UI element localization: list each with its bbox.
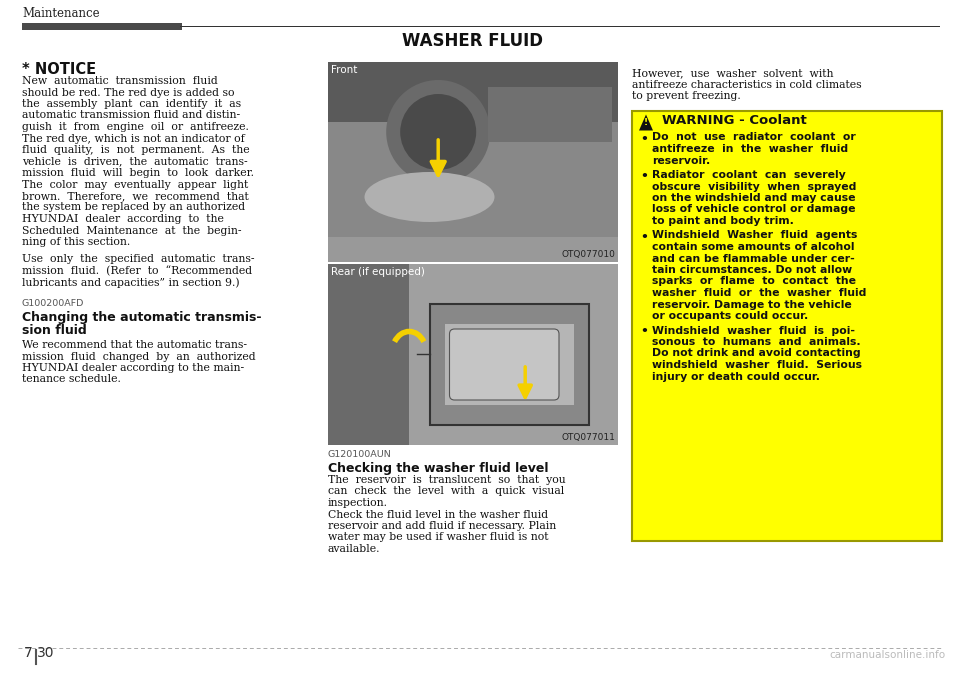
Text: sonous  to  humans  and  animals.: sonous to humans and animals.: [652, 337, 860, 347]
Text: brown.  Therefore,  we  recommend  that: brown. Therefore, we recommend that: [22, 191, 249, 201]
Text: obscure  visibility  when  sprayed: obscure visibility when sprayed: [652, 181, 856, 192]
Text: •: •: [640, 231, 648, 243]
Bar: [328, 62, 618, 262]
Text: The  color  may  eventually  appear  light: The color may eventually appear light: [22, 180, 249, 189]
Bar: [488, 87, 612, 142]
Text: •: •: [640, 170, 648, 183]
Text: vehicle  is  driven,  the  automatic  trans-: vehicle is driven, the automatic trans-: [22, 156, 248, 167]
Ellipse shape: [365, 172, 494, 222]
Text: G100200AFD: G100200AFD: [22, 299, 84, 308]
Text: New  automatic  transmission  fluid: New automatic transmission fluid: [22, 76, 218, 86]
Text: OTQ077011: OTQ077011: [562, 433, 615, 442]
Text: reservoir and add fluid if necessary. Plain: reservoir and add fluid if necessary. Pl…: [328, 521, 556, 531]
Text: sparks  or  flame  to  contact  the: sparks or flame to contact the: [652, 276, 856, 287]
Text: lubricants and capacities” in section 9.): lubricants and capacities” in section 9.…: [22, 278, 240, 288]
Text: 30: 30: [37, 646, 55, 660]
Polygon shape: [639, 114, 653, 130]
Text: water may be used if washer fluid is not: water may be used if washer fluid is not: [328, 533, 548, 542]
Text: The  reservoir  is  translucent  so  that  you: The reservoir is translucent so that you: [328, 475, 565, 485]
Text: Windshield  washer  fluid  is  poi-: Windshield washer fluid is poi-: [652, 325, 855, 336]
Bar: [444, 324, 574, 405]
Text: Front: Front: [331, 65, 357, 75]
Text: the  assembly  plant  can  identify  it  as: the assembly plant can identify it as: [22, 99, 241, 109]
Bar: [429, 304, 589, 425]
Text: on the windshield and may cause: on the windshield and may cause: [652, 193, 855, 203]
Text: mission  fluid.  (Refer  to  “Recommended: mission fluid. (Refer to “Recommended: [22, 266, 252, 276]
Text: Do not drink and avoid contacting: Do not drink and avoid contacting: [652, 349, 860, 358]
Text: HYUNDAI dealer according to the main-: HYUNDAI dealer according to the main-: [22, 363, 244, 373]
Text: Windshield  Washer  fluid  agents: Windshield Washer fluid agents: [652, 231, 857, 240]
FancyBboxPatch shape: [449, 329, 559, 400]
Text: fluid  quality,  is  not  permanent.  As  the: fluid quality, is not permanent. As the: [22, 145, 250, 155]
Bar: [328, 264, 409, 445]
Text: WASHER FLUID: WASHER FLUID: [402, 32, 543, 50]
Text: available.: available.: [328, 544, 380, 554]
Text: Check the fluid level in the washer fluid: Check the fluid level in the washer flui…: [328, 509, 548, 520]
Text: contain some amounts of alcohol: contain some amounts of alcohol: [652, 242, 854, 252]
Text: ning of this section.: ning of this section.: [22, 237, 131, 247]
Text: tain circumstances. Do not allow: tain circumstances. Do not allow: [652, 265, 852, 275]
Text: antifreeze  in  the  washer  fluid: antifreeze in the washer fluid: [652, 144, 848, 154]
Text: reservoir.: reservoir.: [652, 156, 710, 165]
Text: However,  use  washer  solvent  with: However, use washer solvent with: [632, 68, 833, 78]
Text: The red dye, which is not an indicator of: The red dye, which is not an indicator o…: [22, 134, 245, 143]
Text: We recommend that the automatic trans-: We recommend that the automatic trans-: [22, 340, 247, 350]
Text: injury or death could occur.: injury or death could occur.: [652, 371, 820, 382]
Text: G120100AUN: G120100AUN: [328, 450, 392, 459]
Bar: [328, 264, 618, 445]
Circle shape: [400, 94, 476, 170]
Text: carmanualsonline.info: carmanualsonline.info: [828, 650, 945, 660]
Text: * NOTICE: * NOTICE: [22, 62, 96, 77]
Text: WARNING - Coolant: WARNING - Coolant: [662, 114, 806, 127]
Bar: [632, 110, 942, 540]
Text: should be red. The red dye is added so: should be red. The red dye is added so: [22, 88, 234, 98]
Text: automatic transmission fluid and distin-: automatic transmission fluid and distin-: [22, 110, 240, 121]
Text: •: •: [640, 132, 648, 145]
Text: 7: 7: [24, 646, 33, 660]
Text: Radiator  coolant  can  severely: Radiator coolant can severely: [652, 170, 846, 180]
Text: HYUNDAI  dealer  according  to  the: HYUNDAI dealer according to the: [22, 214, 224, 224]
Text: tenance schedule.: tenance schedule.: [22, 375, 121, 384]
Text: Maintenance: Maintenance: [22, 7, 100, 20]
Text: Rear (if equipped): Rear (if equipped): [331, 267, 425, 277]
Text: loss of vehicle control or damage: loss of vehicle control or damage: [652, 205, 855, 214]
Text: antifreeze characteristics in cold climates: antifreeze characteristics in cold clima…: [632, 79, 862, 90]
Bar: [409, 264, 618, 445]
Text: !: !: [644, 118, 648, 127]
Text: Do  not  use  radiator  coolant  or: Do not use radiator coolant or: [652, 132, 855, 143]
Text: OTQ077010: OTQ077010: [562, 250, 615, 259]
Text: Changing the automatic transmis-: Changing the automatic transmis-: [22, 311, 261, 324]
Bar: [22, 23, 182, 30]
Text: Scheduled  Maintenance  at  the  begin-: Scheduled Maintenance at the begin-: [22, 225, 242, 236]
Text: the system be replaced by an authorized: the system be replaced by an authorized: [22, 203, 245, 212]
Text: to paint and body trim.: to paint and body trim.: [652, 216, 794, 226]
Text: guish  it  from  engine  oil  or  antifreeze.: guish it from engine oil or antifreeze.: [22, 122, 249, 132]
Text: Checking the washer fluid level: Checking the washer fluid level: [328, 462, 548, 475]
Text: mission  fluid  will  begin  to  look  darker.: mission fluid will begin to look darker.: [22, 168, 254, 178]
Text: Use  only  the  specified  automatic  trans-: Use only the specified automatic trans-: [22, 254, 254, 265]
Text: to prevent freezing.: to prevent freezing.: [632, 91, 741, 101]
Text: sion fluid: sion fluid: [22, 324, 86, 337]
Text: inspection.: inspection.: [328, 498, 388, 508]
Text: washer  fluid  or  the  washer  fluid: washer fluid or the washer fluid: [652, 288, 866, 298]
Text: •: •: [640, 325, 648, 338]
Bar: [328, 237, 618, 262]
Text: can  check  the  level  with  a  quick  visual: can check the level with a quick visual: [328, 486, 564, 497]
Bar: [328, 62, 618, 122]
Text: windshield  washer  fluid.  Serious: windshield washer fluid. Serious: [652, 360, 862, 370]
Bar: [180, 25, 940, 27]
Text: mission  fluid  changed  by  an  authorized: mission fluid changed by an authorized: [22, 351, 255, 362]
Circle shape: [386, 80, 491, 184]
Text: or occupants could occur.: or occupants could occur.: [652, 311, 808, 321]
Text: and can be flammable under cer-: and can be flammable under cer-: [652, 254, 854, 263]
Text: reservoir. Damage to the vehicle: reservoir. Damage to the vehicle: [652, 300, 852, 309]
